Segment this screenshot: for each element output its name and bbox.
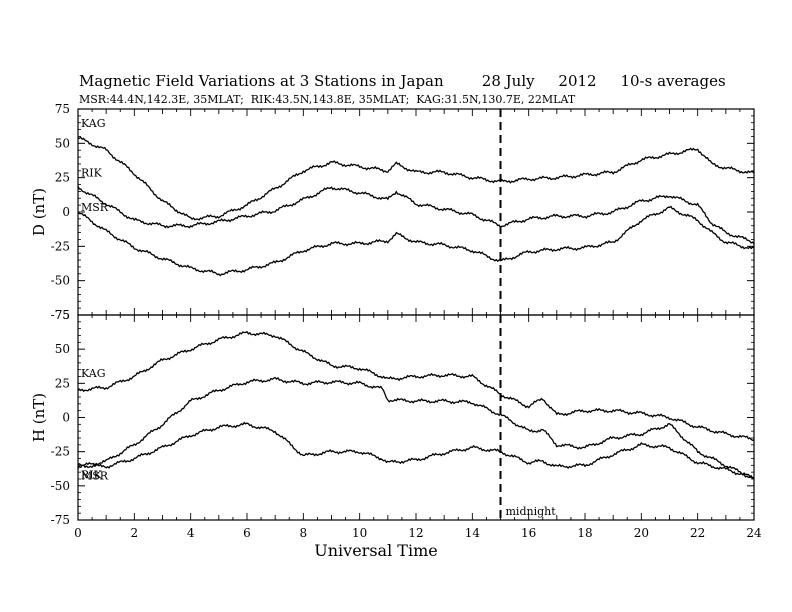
x-tick-label: 0 xyxy=(74,526,82,540)
y-tick-label: -25 xyxy=(51,239,70,253)
series-line-msr xyxy=(77,421,754,479)
series-label-rik: RIK xyxy=(81,166,103,179)
y-axis-label: D (nT) xyxy=(30,188,48,236)
x-tick-label: 18 xyxy=(577,526,592,540)
series-label-msr: MSR xyxy=(81,201,109,214)
series-label-msr: MSR xyxy=(81,469,109,482)
y-tick-label: -75 xyxy=(51,308,70,322)
y-axis-label: H (nT) xyxy=(30,393,48,442)
series-line-kag xyxy=(78,330,755,442)
series-line-rik xyxy=(77,376,755,480)
series-line-msr xyxy=(77,205,755,277)
x-tick-label: 4 xyxy=(187,526,195,540)
x-tick-label: 14 xyxy=(465,526,481,540)
y-tick-label: 0 xyxy=(62,411,70,425)
series-label-kag: KAG xyxy=(81,117,106,130)
series-line-kag xyxy=(77,136,755,221)
x-tick-label: 8 xyxy=(300,526,308,540)
y-tick-label: 25 xyxy=(55,376,70,390)
y-tick-label: 75 xyxy=(55,308,70,322)
x-tick-label: 16 xyxy=(521,526,536,540)
midnight-label: midnight xyxy=(506,505,557,518)
series-line-rik xyxy=(77,185,755,245)
chart-title: Magnetic Field Variations at 3 Stations … xyxy=(79,72,726,90)
y-tick-label: 0 xyxy=(62,205,70,219)
y-tick-label: 50 xyxy=(55,342,70,356)
series-label-rik: RIK xyxy=(81,469,103,482)
x-tick-label: 22 xyxy=(690,526,705,540)
y-tick-label: -75 xyxy=(51,513,70,527)
x-tick-label: 24 xyxy=(746,526,762,540)
y-tick-label: 75 xyxy=(55,102,70,116)
x-tick-label: 10 xyxy=(352,526,367,540)
series-label-kag: KAG xyxy=(81,367,106,380)
y-tick-label: -50 xyxy=(51,479,70,493)
y-tick-label: 25 xyxy=(55,171,70,185)
x-tick-label: 12 xyxy=(408,526,423,540)
x-tick-label: 2 xyxy=(131,526,139,540)
x-tick-label: 20 xyxy=(634,526,649,540)
y-tick-label: -25 xyxy=(51,445,70,459)
x-axis-label: Universal Time xyxy=(314,541,437,560)
x-tick-label: 6 xyxy=(243,526,251,540)
chart-subtitle: MSR:44.4N,142.3E, 35MLAT; RIK:43.5N,143.… xyxy=(79,93,576,106)
y-tick-label: 50 xyxy=(55,136,70,150)
y-tick-label: -50 xyxy=(51,274,70,288)
